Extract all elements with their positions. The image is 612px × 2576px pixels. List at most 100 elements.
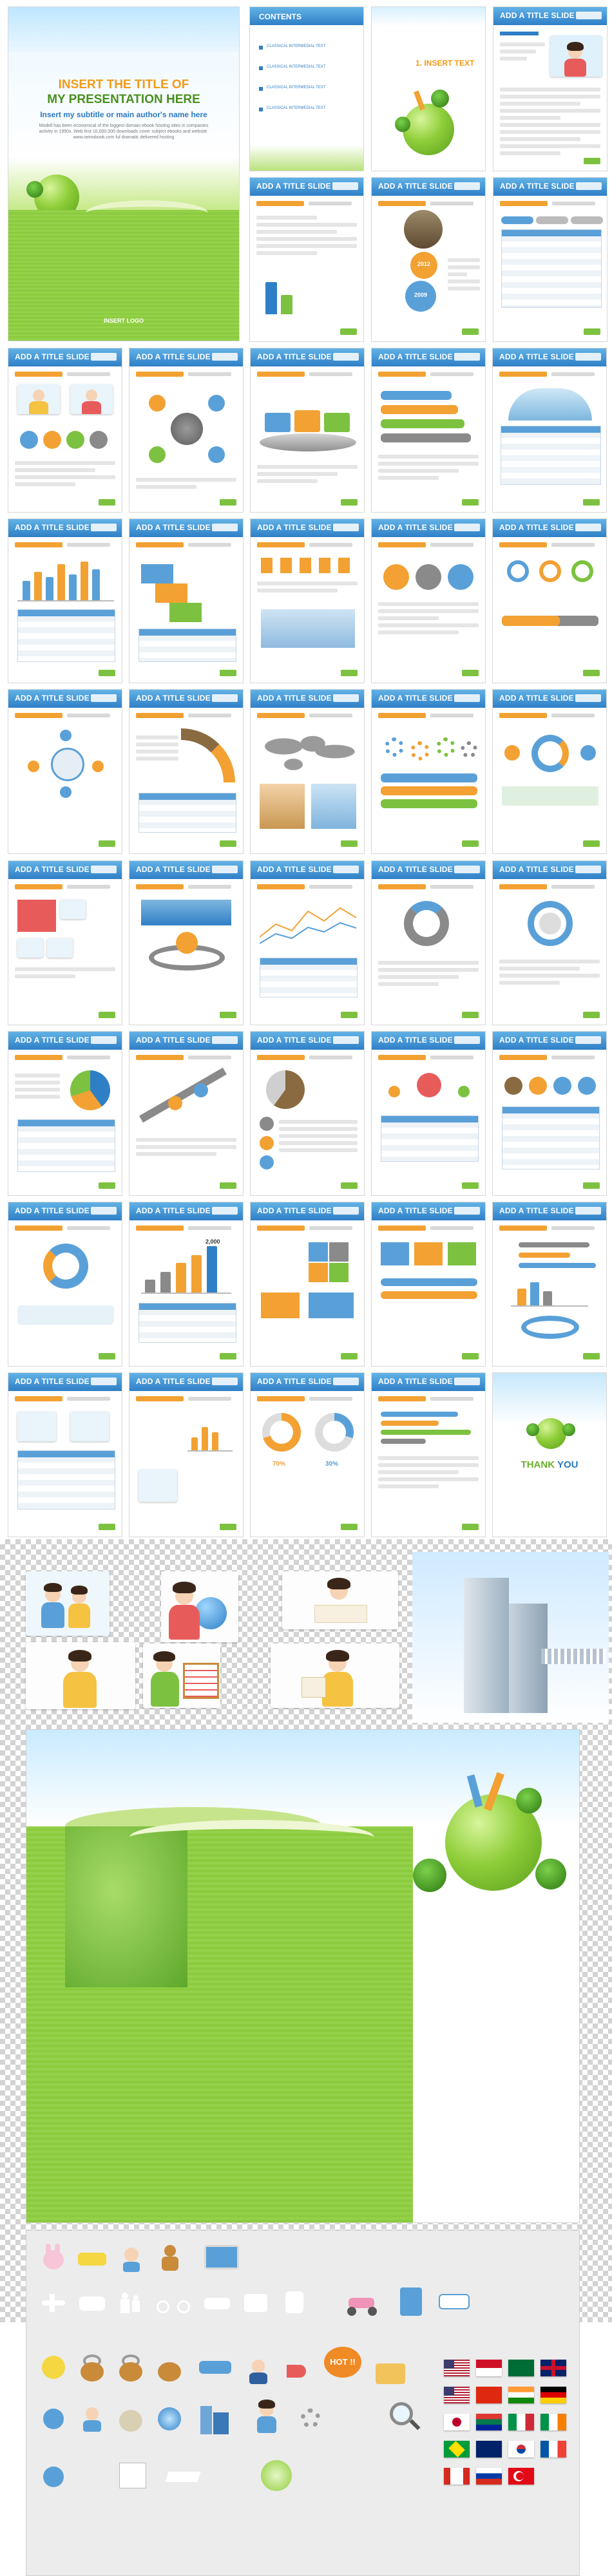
tree-illustration <box>562 1423 575 1436</box>
slide-line-chart[interactable]: ADD A TITLE SLIDE <box>250 860 365 1025</box>
money-bag-icon <box>117 2405 145 2433</box>
insert-logo-label: INSERT LOGO <box>103 317 144 324</box>
slide-cycle[interactable]: ADD A TITLE SLIDE <box>8 689 122 854</box>
padlock-icon <box>117 2353 145 2382</box>
icon-strip <box>502 786 598 806</box>
pie-chart <box>266 1070 305 1109</box>
slide-sticky-notes[interactable]: ADD A TITLE SLIDE <box>371 1202 486 1367</box>
slide-target-ring[interactable]: ADD A TITLE SLIDE <box>492 860 607 1025</box>
pie-chart <box>70 1070 110 1110</box>
child-book-photo <box>271 1643 399 1708</box>
pie-disc <box>404 210 443 249</box>
thank-you-title: THANK YOU <box>493 1459 606 1470</box>
note-card <box>448 1242 476 1265</box>
slide-hbars-ring[interactable]: ADD A TITLE SLIDE <box>492 1202 607 1367</box>
slide-pie-chart[interactable]: ADD A TITLE SLIDE <box>249 177 364 342</box>
child-photo <box>70 384 113 414</box>
card-icon <box>117 2459 149 2491</box>
icon-row <box>261 558 355 573</box>
slide-business-pie[interactable]: ADD A TITLE SLIDE <box>8 1031 122 1196</box>
tree-illustration <box>395 117 410 132</box>
slide-photo-table[interactable]: ADD A TITLE SLIDE <box>8 1372 122 1537</box>
text-block <box>500 39 545 64</box>
slide-map-pins[interactable]: ADD A TITLE SLIDE <box>371 1031 486 1196</box>
label-bar <box>381 799 477 808</box>
slide-half-donut[interactable]: ADD A TITLE SLIDE <box>250 1031 365 1196</box>
slide-title: ADD A TITLE SLIDE <box>499 694 574 703</box>
slide-arrow-list[interactable]: ADD A TITLE SLIDE <box>371 348 486 513</box>
contents-slide[interactable]: CONTENTS CLASSICAL INTERMEDIAL TEXT CLAS… <box>249 6 364 171</box>
year-circle: 2012 <box>410 252 437 279</box>
subway-icon <box>280 2289 309 2317</box>
slide-photos-circles[interactable]: ADD A TITLE SLIDE <box>8 348 122 513</box>
slide-puzzle[interactable]: ADD A TITLE SLIDE <box>250 1202 365 1367</box>
child-photo <box>47 938 73 958</box>
gingerbread-icon <box>155 2244 184 2272</box>
slide-title: ADD A TITLE SLIDE <box>499 1206 574 1215</box>
slide-title: ADD A TITLE SLIDE <box>256 182 331 191</box>
airplane-icon <box>39 2289 68 2317</box>
child-photo <box>70 1412 109 1441</box>
coin-icon <box>39 2353 68 2382</box>
donut-ring <box>404 901 449 946</box>
slide-info-photo[interactable]: ADD A TITLE SLIDE <box>493 6 607 171</box>
boy-icon <box>117 2244 145 2272</box>
slide-3d-bar-chart[interactable]: ADD A TITLE SLIDE <box>8 518 122 683</box>
slide-year-circles[interactable]: ADD A TITLE SLIDE 2012 2009 <box>371 177 486 342</box>
scooter-icon <box>345 2287 381 2316</box>
puzzle-piece <box>309 1263 328 1282</box>
label-pill <box>571 216 603 224</box>
saudi-arabia-flag-icon <box>508 2360 534 2376</box>
cube-block <box>324 413 350 432</box>
node-circle <box>149 395 166 412</box>
label-pill <box>501 216 533 224</box>
node-circle <box>60 730 72 741</box>
section-slide[interactable]: 1. INSERT TEXT <box>371 6 486 171</box>
step-circle <box>416 564 441 590</box>
australia-flag-icon <box>476 2441 502 2458</box>
thank-you-slide[interactable]: THANK YOU <box>492 1372 607 1537</box>
cover-slide[interactable]: INSERT THE TITLE OF MY PRESENTATION HERE… <box>8 6 240 341</box>
slide-world-map[interactable]: ADD A TITLE SLIDE <box>250 689 365 854</box>
stair-box <box>141 564 173 583</box>
slide-stack-platform[interactable]: ADD A TITLE SLIDE <box>250 348 365 513</box>
slide-donut-arrows[interactable]: ADD A TITLE SLIDE <box>8 1202 122 1367</box>
flow-box <box>261 1293 300 1318</box>
slide-stair-boxes[interactable]: ADD A TITLE SLIDE <box>129 518 244 683</box>
hbar <box>381 1439 426 1444</box>
slide-ring-flow[interactable]: ADD A TITLE SLIDE <box>492 518 607 683</box>
globe-illustration <box>403 104 454 155</box>
slide-arc-steps[interactable]: ADD A TITLE SLIDE <box>129 689 244 854</box>
photo-panel <box>311 784 356 829</box>
slide-gears[interactable]: ADD A TITLE SLIDE <box>371 689 486 854</box>
child-abacus-photo <box>143 1643 220 1708</box>
slide-donut-flow[interactable]: ADD A TITLE SLIDE <box>371 860 486 1025</box>
slide-table-list[interactable]: ADD A TITLE SLIDE <box>493 177 607 342</box>
grass-field <box>8 210 239 341</box>
grass-band <box>250 145 363 171</box>
slide-progress-list[interactable]: ADD A TITLE SLIDE <box>371 1372 486 1537</box>
slide-growth-bars[interactable]: ADD A TITLE SLIDE 2,000 <box>129 1202 244 1367</box>
slide-growth-arrow[interactable]: ADD A TITLE SLIDE <box>129 1031 244 1196</box>
bar-chart <box>17 555 114 601</box>
slide-ball-row[interactable]: ADD A TITLE SLIDE <box>492 1031 607 1196</box>
bar-chart <box>511 1280 588 1307</box>
bunny-icon <box>39 2244 68 2272</box>
slide-photo-grid[interactable]: ADD A TITLE SLIDE <box>8 860 122 1025</box>
globe-illustration <box>535 1418 566 1449</box>
slide-dome-table[interactable]: ADD A TITLE SLIDE <box>492 348 607 513</box>
slide-radial-diagram[interactable]: ADD A TITLE SLIDE <box>129 348 244 513</box>
ireland-flag-icon <box>540 2414 566 2430</box>
slide-orbit[interactable]: ADD A TITLE SLIDE <box>129 860 244 1025</box>
bullet-icon <box>259 46 263 50</box>
slide-icons-grid[interactable]: ADD A TITLE SLIDE <box>250 518 365 683</box>
sky-band <box>8 7 239 52</box>
slide-process-loop[interactable]: ADD A TITLE SLIDE <box>492 689 607 854</box>
data-table <box>381 1115 479 1162</box>
slide-percent-donuts[interactable]: ADD A TITLE SLIDE 70% 30% <box>250 1372 365 1537</box>
slide-circle-row[interactable]: ADD A TITLE SLIDE <box>371 518 486 683</box>
slide-kids-chart[interactable]: ADD A TITLE SLIDE <box>129 1372 244 1537</box>
gear-icon <box>461 741 477 758</box>
family-icon <box>117 2289 145 2317</box>
step-circle <box>168 1096 182 1110</box>
